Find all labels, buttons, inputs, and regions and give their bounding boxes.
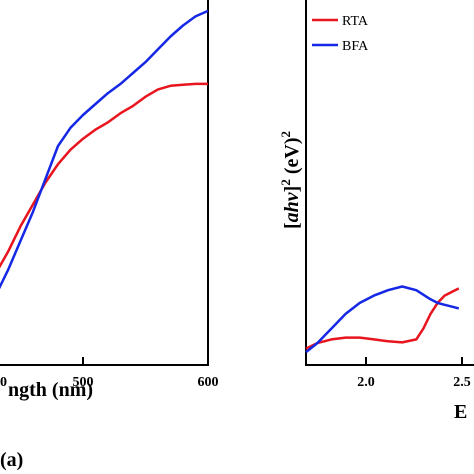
right-x-axis-label: E: [454, 401, 467, 423]
left-plot-area: [0, 9, 209, 290]
left-tick-label-500: 500: [73, 375, 94, 390]
left-series-line-red: [0, 82, 208, 269]
left-series-line-blue: [0, 9, 209, 290]
right-tick-label-2-5: 2.5: [453, 375, 471, 390]
legend-label-rta: RTA: [342, 14, 369, 29]
left-panel: 500 600 0 ngth (nm) (a): [0, 0, 219, 471]
right-tick-label-2-0: 2.0: [357, 375, 375, 390]
left-x-axis-label: ngth (nm): [8, 379, 93, 401]
right-panel: 2.0 2.5 E [ahv]2 (eV)2 RTA BFA: [278, 0, 474, 423]
legend: RTA BFA: [312, 14, 369, 54]
left-tick-label-600: 600: [198, 375, 219, 390]
panel-label-a: (a): [0, 449, 23, 471]
right-y-axis-label: [ahv]2 (eV)2: [278, 131, 303, 229]
right-series-line-rta: [305, 287, 460, 350]
legend-label-bfa: BFA: [342, 39, 369, 54]
left-tick-label-partial: 0: [0, 375, 7, 390]
right-series-line-bfa: [305, 285, 460, 354]
right-plot-area: [305, 285, 460, 354]
